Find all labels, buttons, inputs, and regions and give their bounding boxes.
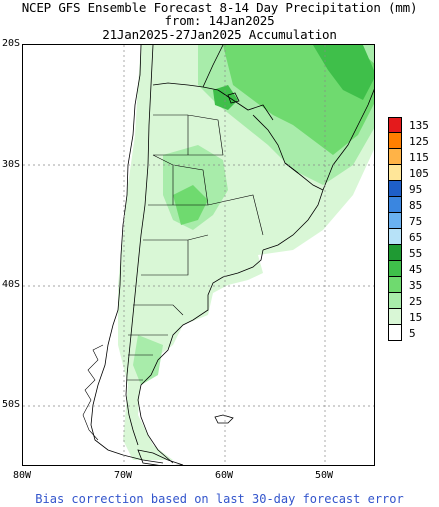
country-borders [82,45,374,465]
tierra-del-fuego [137,449,184,465]
paraguay-border [202,45,224,88]
legend-swatch-15 [388,309,402,325]
legend-swatch-115 [388,149,402,165]
legend-swatch-125 [388,133,402,149]
forecast-init-date: from: 14Jan2025 [164,13,275,28]
legend-label-85: 85 [409,199,423,212]
uruguay-brazil-border [284,162,324,191]
lat-label-20s: 20S [1,38,20,49]
chile-fjords [82,344,104,441]
accumulation-period: 21Jan2025-27Jan2025 Accumulation [102,27,337,42]
legend-label-15: 15 [409,311,423,324]
lat-label-50s: 50S [1,399,20,410]
legend-swatch-65 [388,229,402,245]
legend-swatch-5 [388,325,402,341]
legend-swatch-85 [388,197,402,213]
legend-label-25: 25 [409,295,423,308]
legend-label-95: 95 [409,183,423,196]
legend-label-55: 55 [409,247,423,260]
legend-swatch-75 [388,213,402,229]
bias-correction-note: Bias correction based on last 30-day for… [35,492,404,506]
legend-swatch-105 [388,165,402,181]
legend-label-105: 105 [409,167,429,180]
bolivia-argentina-border [152,82,219,91]
legend-label-115: 115 [409,151,429,164]
legend-label-125: 125 [409,135,429,148]
lat-label-30s: 30S [1,159,20,170]
legend-label-35: 35 [409,279,423,292]
argentina-east-coast [137,249,264,464]
lon-label-80w: 80W [12,470,32,481]
map-canvas [23,45,374,465]
legend-label-45: 45 [409,263,423,276]
province-lines [127,114,264,381]
precipitation-map [22,44,375,466]
legend-swatch-135 [388,117,402,133]
legend-swatch-95 [388,181,402,197]
lon-label-50w: 50W [314,470,334,481]
legend-swatch-35 [388,277,402,293]
legend-swatch-45 [388,261,402,277]
lat-label-40s: 40S [1,279,20,290]
precip-shading [118,45,374,460]
lake-northeast [227,92,240,104]
lat-lon-grid [23,45,374,465]
lon-label-60w: 60W [214,470,234,481]
paraguay-south-border [217,89,274,121]
uruguay-coast [262,189,324,251]
legend-label-135: 135 [409,119,429,132]
west-coastline [90,45,164,464]
legend-label-65: 65 [409,231,423,244]
brazil-coast [322,88,374,191]
falkland-islands [214,414,234,424]
legend-label-75: 75 [409,215,423,228]
precip-zone-dark-green [313,45,374,100]
map-title: NCEP GFS Ensemble Forecast 8-14 Day Prec… [21,0,418,15]
legend-label-5: 5 [409,327,416,340]
legend-swatch-25 [388,293,402,309]
lon-label-70w: 70W [113,470,133,481]
precip-zone-mid-south [133,335,163,385]
legend-swatch-55 [388,245,402,261]
